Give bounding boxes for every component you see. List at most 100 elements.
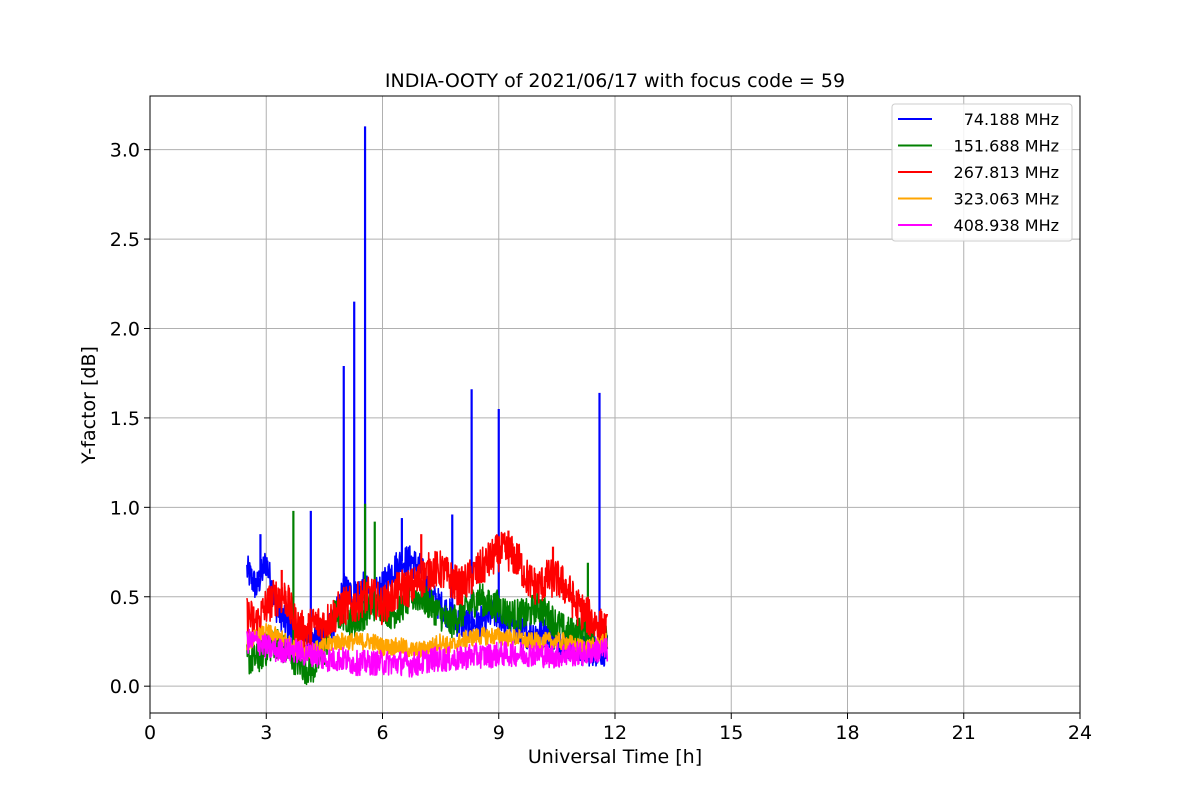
data-point [256,641,258,643]
data-point [372,641,374,643]
data-point [382,662,384,664]
data-point [546,655,548,657]
data-point [343,641,345,643]
data-point [546,578,548,580]
data-point [527,641,529,643]
data-point [314,623,316,625]
data-point [353,623,355,625]
data-point [353,605,355,607]
y-tick-label: 3.0 [110,140,140,162]
data-point [275,650,277,652]
data-point [517,637,519,639]
data-point [420,662,422,664]
data-point [469,637,471,639]
data-point [295,650,297,652]
x-tick-label: 24 [1068,722,1092,744]
series-line [246,531,609,652]
axis-ticks: 0 3 6 9 12 15 18 21 24 0.0 0.5 1.0 1.5 2.0 2.5 3.0 [110,140,1092,744]
x-axis-label: Universal Time [h] [528,746,702,768]
data-point [420,650,422,652]
data-point [498,605,500,607]
series-408-938-mhz [246,628,609,678]
x-tick-label: 0 [144,722,156,744]
plot-series [246,126,609,686]
data-point [508,637,510,639]
data-point [401,605,403,607]
data-point [391,614,393,616]
data-point [556,641,558,643]
data-point [537,653,539,655]
data-point [430,569,432,571]
data-point [314,653,316,655]
legend-label: 323.063 MHz [954,190,1059,209]
data-point [265,605,267,607]
data-point [324,659,326,661]
data-point [362,596,364,598]
data-point [595,623,597,625]
data-point [479,569,481,571]
series-line [246,628,609,678]
data-point [391,596,393,598]
data-point [440,614,442,616]
data-point [488,655,490,657]
x-tick-label: 9 [493,722,505,744]
data-point [285,596,287,598]
data-point [391,569,393,571]
data-point [314,667,316,669]
data-point [488,614,490,616]
series-267-813-mhz [246,530,609,652]
data-point [595,650,597,652]
data-point [275,635,277,637]
data-point [324,646,326,648]
data-point [440,569,442,571]
data-point [517,614,519,616]
data-point [556,623,558,625]
data-point [479,655,481,657]
y-axis-label: Y-factor [dB] [78,346,100,465]
x-tick-label: 12 [603,722,627,744]
data-point [546,614,548,616]
data-point [606,632,608,634]
legend-label: 267.813 MHz [954,163,1059,182]
data-point [488,560,490,562]
data-point [353,641,355,643]
y-tick-label: 1.0 [110,497,140,519]
data-point [517,560,519,562]
data-point [479,623,481,625]
data-point [585,614,587,616]
data-point [556,578,558,580]
data-point [362,662,364,664]
data-point [314,641,316,643]
legend-label: 74.188 MHz [964,110,1059,129]
x-tick-label: 3 [260,722,272,744]
data-point [450,659,452,661]
data-point [566,641,568,643]
data-point [430,659,432,661]
data-point [246,641,248,643]
data-point [566,653,568,655]
data-point [585,646,587,648]
data-point [265,646,267,648]
x-tick-label: 15 [719,722,743,744]
x-tick-label: 21 [952,722,976,744]
data-point [440,659,442,661]
data-point [304,653,306,655]
data-point [256,587,258,589]
data-point [546,641,548,643]
data-point [575,632,577,634]
data-point [246,659,248,661]
data-point [256,659,258,661]
x-tick-label: 6 [376,722,388,744]
data-point [488,635,490,637]
data-point [333,614,335,616]
data-point [450,578,452,580]
data-point [285,623,287,625]
data-point [479,596,481,598]
data-point [498,635,500,637]
data-point [469,655,471,657]
data-point [459,659,461,661]
data-point [469,578,471,580]
data-point [256,623,258,625]
data-point [246,569,248,571]
legend: 74.188 MHz 151.688 MHz 267.813 MHz 323.063 … [891,103,1073,242]
